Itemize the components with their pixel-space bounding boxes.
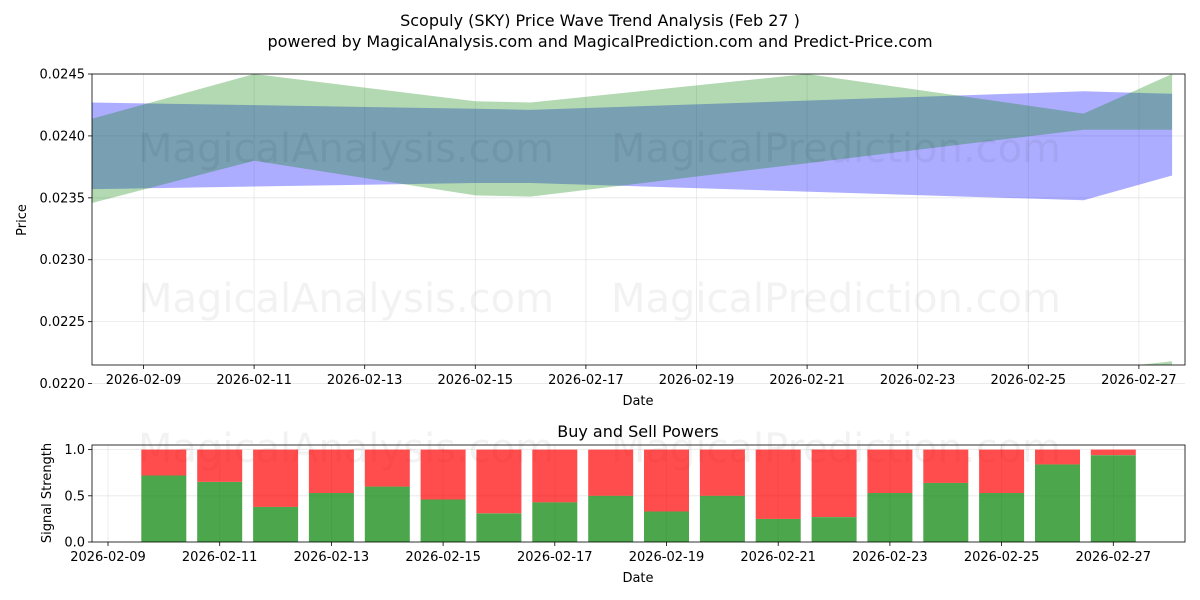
price-x-tick-label: 2026-02-19 [659,373,735,388]
buy-bar [699,495,745,542]
signal-y-label: Signal Strength [40,443,55,543]
price-x-tick-label: 2026-02-21 [769,373,845,388]
chart-title: Scopuly (SKY) Price Wave Trend Analysis … [400,11,800,30]
sell-bar [811,449,857,517]
buy-bar [308,493,354,542]
price-x-ticks: 2026-02-09 2026-02-11 2026-02-13 2026-02-15… [106,365,1177,388]
price-y-tick-label: 0.0230 [40,253,86,268]
price-y-ticks: 0.0220 0.0225 0.0230 0.0235 0.0240 0.0245 [40,68,92,392]
price-y-tick-label: 0.0225 [40,315,86,330]
signal-plot: Buy and Sell Powers MagicalAnalysis.com … [40,422,1186,586]
signal-x-tick-label: 2026-02-09 [70,550,146,565]
price-x-tick-label: 2026-02-13 [327,373,403,388]
signal-x-tick-label: 2026-02-15 [405,550,481,565]
buy-bar [1090,455,1136,542]
price-bands [92,74,1173,365]
price-y-label: Price [15,204,30,236]
watermark-prediction: MagicalPrediction.com [611,126,1061,172]
buy-bar [532,502,578,542]
signal-y-tick-label: 0.5 [64,489,85,504]
buy-bar [476,513,522,542]
price-grid [92,73,1185,384]
signal-plot-frame [91,444,1186,543]
buy-bar [755,518,801,542]
buy-bar [588,495,634,542]
sell-bar [979,449,1025,493]
watermark-analysis-2: MagicalAnalysis.com [138,276,554,322]
price-x-tick-label: 2026-02-09 [106,373,182,388]
price-x-tick-label: 2026-02-27 [1101,373,1177,388]
sell-bar [1035,449,1080,465]
sell-bar [141,449,187,476]
buy-bar [253,506,299,542]
buy-bar [644,511,689,542]
price-y-tick-label: 0.0235 [40,191,86,206]
signal-x-tick-label: 2026-02-11 [182,550,258,565]
buy-bar [867,493,913,542]
sell-bar [253,449,299,507]
price-x-tick-label: 2026-02-11 [216,373,292,388]
signal-x-tick-label: 2026-02-13 [294,550,370,565]
sell-bar [755,449,801,519]
buy-bar [923,482,969,542]
watermark-analysis: MagicalAnalysis.com [138,126,554,172]
signal-y-tick-label: 0.0 [64,536,85,551]
sell-bar [923,449,969,483]
signal-x-label: Date [622,571,653,586]
buy-bar [811,517,857,542]
price-x-tick-label: 2026-02-17 [548,373,624,388]
signal-x-tick-label: 2026-02-17 [517,550,593,565]
sell-bar [364,449,410,487]
sell-bar [588,449,634,496]
watermark-prediction-2: MagicalPrediction.com [611,276,1061,322]
price-x-tick-label: 2026-02-15 [438,373,514,388]
signal-x-tick-label: 2026-02-19 [629,550,705,565]
sell-bar [420,449,466,500]
buy-bar [364,486,410,542]
chart-subtitle: powered by MagicalAnalysis.com and Magic… [267,32,932,51]
sell-bar [532,449,578,503]
sell-bar [867,449,913,493]
price-x-tick-label: 2026-02-25 [991,373,1067,388]
buy-bar [1035,464,1080,542]
price-band-blue-band [92,91,1173,201]
sell-bar [699,449,745,496]
signal-title: Buy and Sell Powers [557,422,719,441]
price-plot-frame [91,73,1186,366]
buy-bar [420,499,466,542]
signal-x-tick-label: 2026-02-25 [964,550,1040,565]
signal-x-tick-label: 2026-02-27 [1076,550,1152,565]
signal-bars [141,449,1136,542]
signal-y-tick-label: 1.0 [64,443,85,458]
sell-bar [308,449,354,493]
buy-bar [979,493,1025,542]
buy-bar [141,475,187,542]
price-band-lower-green-band [1139,361,1173,365]
price-y-tick-label: 0.0245 [40,68,86,83]
price-plot: MagicalAnalysis.com MagicalPrediction.co… [15,68,1186,409]
buy-bar [197,482,243,542]
signal-x-tick-label: 2026-02-21 [740,550,816,565]
sell-bar [197,449,243,482]
price-x-label: Date [622,394,653,409]
price-y-tick-label: 0.0240 [40,129,86,144]
sell-bar [1090,449,1136,456]
sell-bar [476,449,522,514]
signal-x-ticks: 2026-02-09 2026-02-11 2026-02-13 2026-02-15… [70,542,1151,565]
signal-y-ticks: 0.0 0.5 1.0 [64,443,92,551]
price-y-tick-label: 0.0220 [40,377,86,392]
price-x-tick-label: 2026-02-23 [880,373,956,388]
signal-x-tick-label: 2026-02-23 [852,550,928,565]
sell-bar [644,449,689,512]
price-band-upper-green-band [92,74,1173,204]
